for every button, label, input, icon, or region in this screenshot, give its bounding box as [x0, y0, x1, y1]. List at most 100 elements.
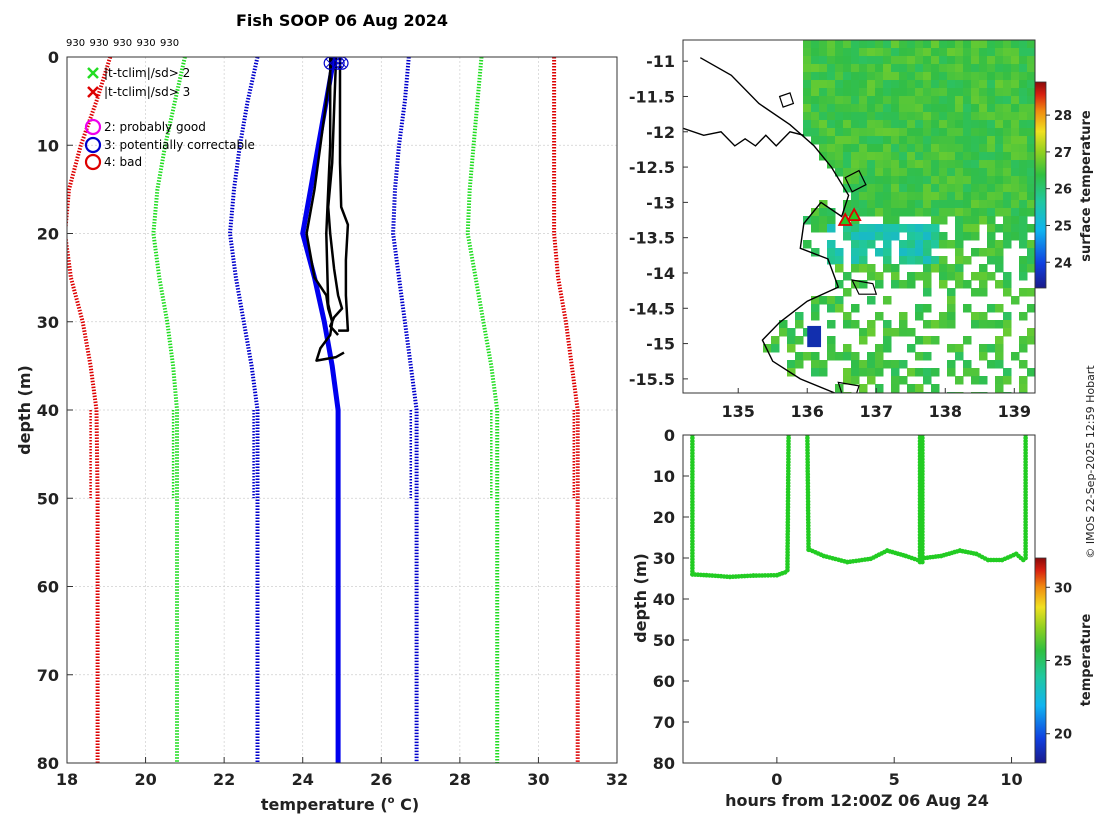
sst-cell — [915, 64, 924, 73]
sst-cell — [859, 48, 868, 57]
sst-cell — [843, 184, 852, 193]
sst-cell — [923, 136, 932, 145]
sst-cell — [1027, 72, 1035, 81]
sst-cell — [947, 296, 956, 305]
sst-cell — [955, 80, 964, 89]
sst-cell — [995, 224, 1004, 233]
climatology-line — [227, 57, 260, 763]
sst-cell — [827, 256, 836, 265]
sst-cell — [899, 224, 908, 233]
sst-cell — [859, 192, 868, 201]
sst-cell — [819, 136, 828, 145]
sst-cell — [907, 40, 916, 49]
sst-cell — [835, 128, 844, 137]
sst-cell — [875, 384, 884, 393]
sst-cell — [947, 168, 956, 177]
sst-cell — [971, 96, 980, 105]
sst-cell — [899, 40, 908, 49]
sst-cell — [995, 48, 1004, 57]
sst-cell — [1019, 344, 1028, 353]
x-tick-label: 28 — [449, 770, 471, 789]
sst-cell — [803, 240, 812, 249]
legend-x-marker — [87, 86, 99, 98]
sst-cell — [867, 64, 876, 73]
sst-cell — [1027, 48, 1035, 57]
sst-cell — [955, 56, 964, 65]
sst-cell — [1011, 112, 1020, 121]
sst-cell — [931, 120, 940, 129]
sst-cell — [931, 56, 940, 65]
sst-cell — [1003, 152, 1012, 161]
sst-cell — [931, 336, 940, 345]
sst-cell — [987, 96, 996, 105]
sst-cell — [899, 64, 908, 73]
sst-cell — [1011, 152, 1020, 161]
sst-cell — [851, 96, 860, 105]
sst-cell — [939, 128, 948, 137]
sst-cell — [899, 240, 908, 249]
sst-cell — [875, 248, 884, 257]
sst-cell — [891, 64, 900, 73]
data-point — [920, 559, 925, 565]
sst-cell — [867, 168, 876, 177]
sst-cell — [867, 136, 876, 145]
sst-cell — [915, 112, 924, 121]
sst-cell — [907, 176, 916, 185]
sst-cell — [891, 232, 900, 241]
sst-cell — [987, 88, 996, 97]
sst-cell — [859, 120, 868, 129]
sst-cell — [1027, 288, 1035, 297]
sst-cell — [1003, 288, 1012, 297]
colorbar-tick-label: 25 — [1054, 219, 1072, 234]
sst-cell — [875, 344, 884, 353]
sst-cell — [931, 208, 940, 217]
sst-cell — [915, 40, 924, 49]
sst-cell — [939, 56, 948, 65]
sst-cell — [827, 64, 836, 73]
sst-cell — [827, 120, 836, 129]
sst-cell — [979, 136, 988, 145]
sst-cell — [1027, 248, 1035, 257]
sst-cell — [963, 80, 972, 89]
sst-cell — [803, 56, 812, 65]
sst-cell — [1027, 240, 1035, 249]
sst-cell — [859, 224, 868, 233]
sst-cell — [995, 384, 1004, 393]
plot-area-section — [683, 435, 1035, 763]
y-tick-label: 60 — [37, 578, 59, 597]
sst-cell — [875, 200, 884, 209]
coastline-mainland — [699, 57, 850, 393]
sst-cell — [899, 96, 908, 105]
sst-cell — [1027, 328, 1035, 337]
sst-cell — [1019, 200, 1028, 209]
sst-cell — [979, 168, 988, 177]
sst-cell — [955, 152, 964, 161]
sst-cell — [875, 136, 884, 145]
sst-cell — [795, 360, 804, 369]
sst-cell — [947, 264, 956, 273]
sst-cell — [867, 192, 876, 201]
sst-cell — [803, 104, 812, 113]
sst-cell — [883, 296, 892, 305]
sst-cell — [891, 192, 900, 201]
sst-cell — [995, 144, 1004, 153]
sst-cell — [923, 288, 932, 297]
sst-cell — [891, 368, 900, 377]
sst-cell — [883, 120, 892, 129]
sst-cell — [987, 168, 996, 177]
sst-cell — [867, 120, 876, 129]
sst-cell — [923, 240, 932, 249]
sst-cell — [827, 48, 836, 57]
sst-cell — [1027, 40, 1035, 49]
sst-cell — [923, 200, 932, 209]
sst-cell — [923, 128, 932, 137]
y-tick-label: 80 — [37, 754, 59, 773]
sst-cell — [875, 104, 884, 113]
sst-cell — [891, 152, 900, 161]
sst-cell — [931, 368, 940, 377]
sst-cell — [971, 216, 980, 225]
sst-cell — [819, 72, 828, 81]
sst-cell — [979, 344, 988, 353]
sst-cell — [883, 64, 892, 73]
